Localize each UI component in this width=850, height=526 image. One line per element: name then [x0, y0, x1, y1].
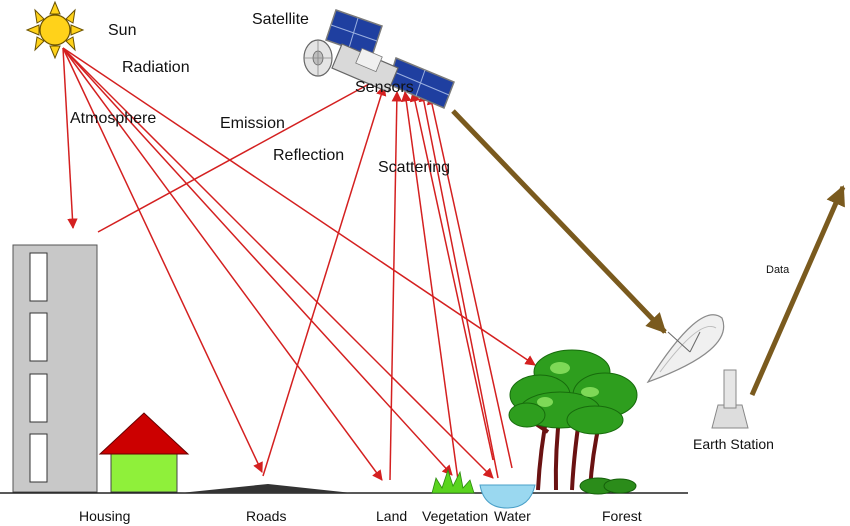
- sun-icon: [25, 0, 85, 60]
- land-label: Land: [376, 508, 407, 524]
- scattering-label: Scattering: [378, 159, 450, 176]
- ray-to-roads: [62, 47, 263, 473]
- roads-label: Roads: [246, 508, 286, 524]
- emission-label: Emission: [220, 115, 285, 132]
- road-icon: [180, 484, 352, 493]
- scatter-ray-land: [389, 90, 403, 481]
- ray-to-housing: [62, 47, 78, 230]
- scatter-ray-vegetation: [401, 90, 459, 481]
- earth-station-dish-icon: [646, 314, 749, 429]
- radiation-label: Radiation: [122, 59, 190, 76]
- data-uplink-arrow: [749, 185, 846, 397]
- housing-building-icon: [12, 244, 98, 493]
- radiation-rays: [62, 47, 536, 481]
- satellite-icon: [303, 9, 455, 109]
- water-label: Water: [494, 508, 531, 524]
- housing-label: Housing: [79, 508, 130, 524]
- ray-to-water: [62, 47, 494, 479]
- sun-label: Sun: [108, 22, 136, 39]
- sensors-label: Sensors: [355, 79, 414, 96]
- vegetation-label: Vegetation: [422, 508, 488, 524]
- earth-station-label: Earth Station: [693, 436, 774, 452]
- scatter-ray-water: [409, 90, 494, 461]
- data-links: [451, 109, 846, 397]
- ray-to-forest: [62, 47, 536, 366]
- data-label: Data: [766, 264, 790, 276]
- forest-label: Forest: [602, 508, 642, 524]
- scatter-ray-water-2: [418, 90, 499, 479]
- water-icon: [479, 484, 536, 509]
- downlink-arrow: [451, 109, 667, 334]
- atmosphere-label: Atmosphere: [70, 110, 156, 127]
- ray-to-land: [62, 47, 383, 481]
- vegetation-icon: [431, 468, 475, 494]
- house-icon: [98, 412, 190, 493]
- reflection-ray: [262, 84, 387, 477]
- satellite-label: Satellite: [252, 11, 309, 28]
- reflection-label: Reflection: [273, 147, 344, 164]
- forest-icon: [508, 349, 638, 495]
- scatter-ray-forest: [426, 93, 513, 469]
- emission-ray: [97, 77, 381, 233]
- ray-to-vegetation: [62, 47, 453, 476]
